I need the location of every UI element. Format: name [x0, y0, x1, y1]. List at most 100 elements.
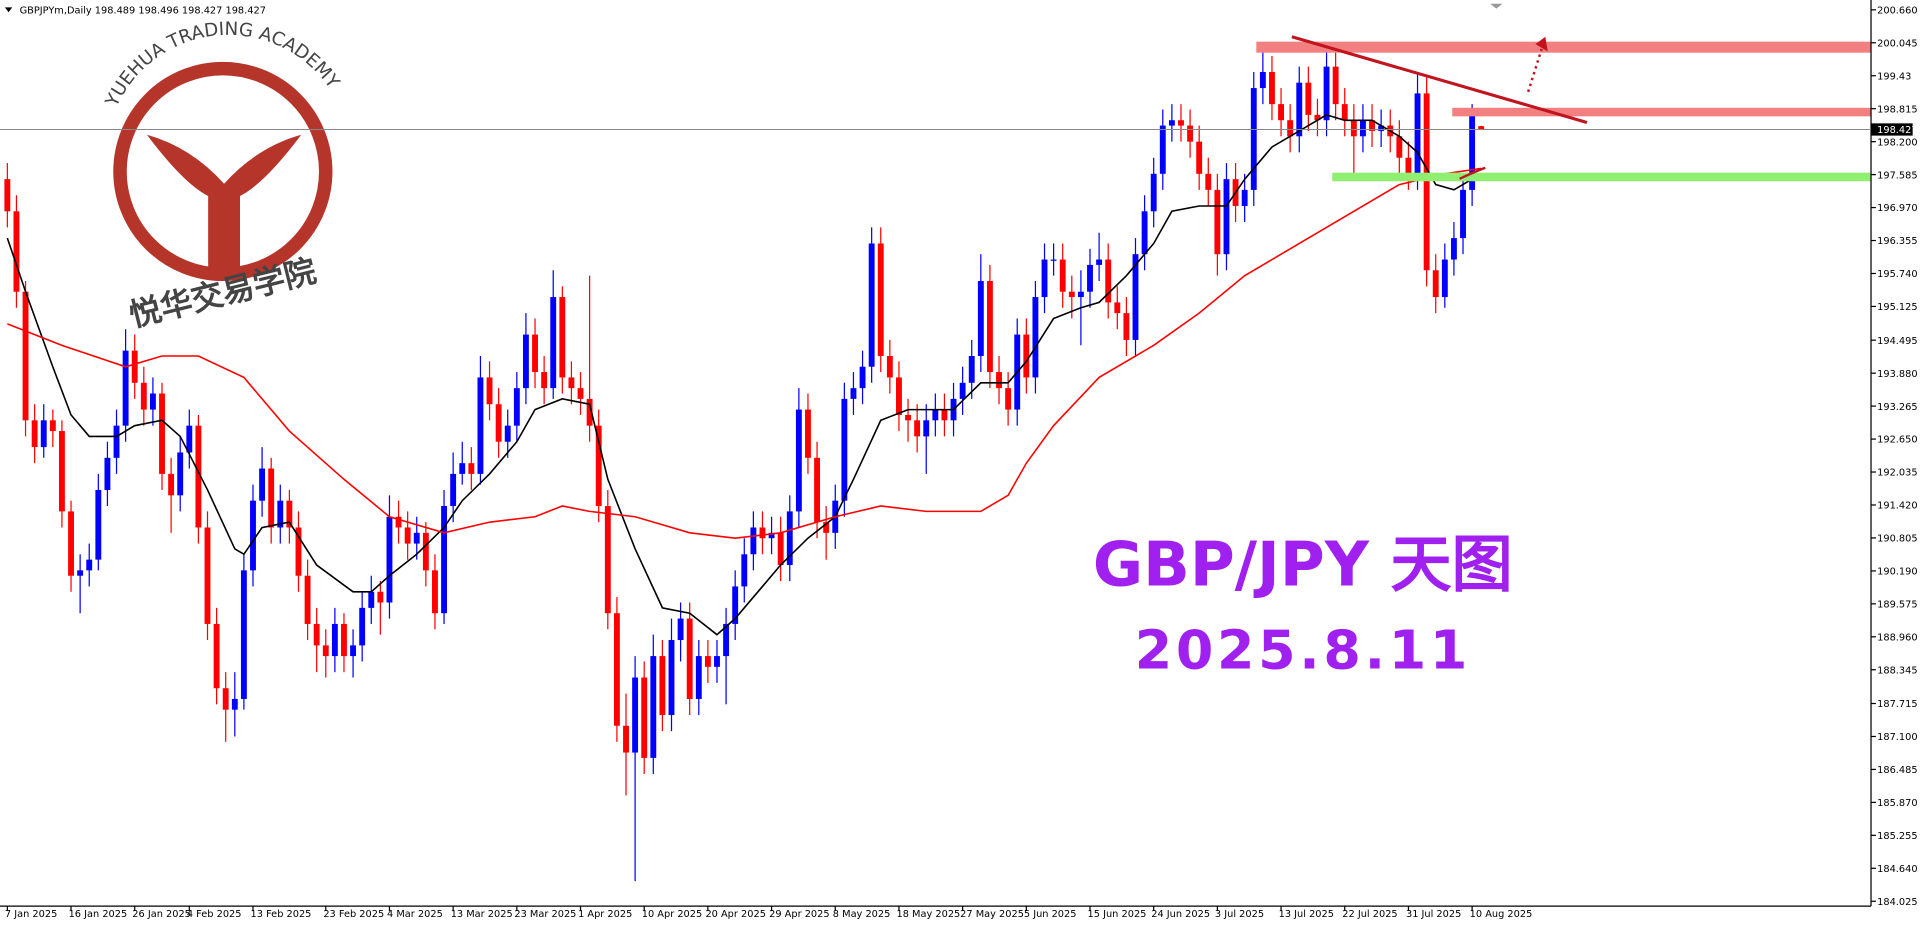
- y-tick-label: 184.640: [1877, 864, 1917, 875]
- y-tick-label: 200.045: [1877, 38, 1917, 49]
- scroll-marker: [1490, 3, 1503, 9]
- x-tick-label: 15 Jun 2025: [1088, 909, 1147, 920]
- candle-body: [814, 457, 821, 523]
- support-zone: [1332, 172, 1872, 182]
- candle-body: [222, 688, 229, 710]
- candle-body: [650, 656, 657, 758]
- candle-body: [759, 527, 766, 539]
- candle-body: [1314, 114, 1321, 121]
- candle-body: [77, 570, 84, 576]
- candle-body: [259, 468, 266, 501]
- candle-body: [604, 506, 611, 614]
- x-tick-label: 8 May 2025: [833, 909, 891, 920]
- x-tick-label: 18 May 2025: [896, 909, 960, 920]
- forecast-arrowhead: [1535, 36, 1548, 52]
- annotation-title: GBP/JPY 天图: [1093, 529, 1513, 600]
- candle-body: [823, 522, 830, 533]
- logo-mark: [146, 134, 302, 272]
- candle-body: [1214, 189, 1221, 255]
- x-tick-label: 13 Feb 2025: [251, 909, 312, 920]
- x-tick-label: 29 Apr 2025: [769, 909, 829, 920]
- candle-body: [359, 607, 366, 646]
- candle-body: [1196, 141, 1203, 174]
- candle-body: [577, 388, 584, 399]
- candle-body: [140, 382, 147, 410]
- candle-body: [1005, 388, 1012, 410]
- candle-body: [586, 398, 593, 426]
- candle-body: [613, 613, 620, 726]
- candle-body: [4, 179, 11, 212]
- candle-body: [986, 280, 993, 373]
- candle-body: [122, 350, 129, 426]
- candle-body: [304, 575, 311, 624]
- x-tick-label: 10 Apr 2025: [642, 909, 702, 920]
- candle-body: [1150, 173, 1157, 212]
- candle-body: [341, 623, 347, 657]
- candle-body: [659, 656, 666, 716]
- candle-body: [1077, 291, 1084, 298]
- candle-body: [432, 570, 438, 614]
- candle-body: [495, 404, 502, 442]
- x-tick-label: 1 Apr 2025: [578, 909, 632, 920]
- y-tick-label: 195.740: [1877, 269, 1917, 280]
- x-tick-label: 26 Jan 2025: [132, 909, 191, 920]
- x-tick-label: 23 Mar 2025: [514, 909, 576, 920]
- candle-body: [1223, 179, 1230, 255]
- candle-body: [322, 645, 329, 657]
- candle-body: [377, 591, 384, 603]
- candle-body: [86, 559, 93, 571]
- y-tick-label: 190.190: [1877, 567, 1917, 578]
- y-tick-label: 195.125: [1877, 302, 1917, 313]
- y-tick-label: 188.345: [1877, 665, 1917, 676]
- candle-body: [1296, 82, 1303, 137]
- y-tick-label: 196.355: [1877, 236, 1917, 247]
- candle-body: [1287, 120, 1294, 137]
- candle-body: [195, 425, 202, 528]
- candle-body: [40, 420, 47, 448]
- candle-body: [1269, 71, 1275, 105]
- y-tick-label: 186.485: [1877, 765, 1917, 776]
- candle-body: [1278, 104, 1285, 121]
- candle-body: [231, 698, 238, 710]
- candle-body: [477, 377, 484, 474]
- y-tick-label: 184.025: [1877, 897, 1917, 908]
- candle-body: [113, 425, 120, 458]
- candle-body: [131, 350, 138, 383]
- candle-body: [13, 211, 20, 292]
- candle-body: [959, 382, 966, 399]
- header: GBPJPYm,Daily 198.489 198.496 198.427 19…: [20, 6, 266, 17]
- candle-body: [1341, 104, 1348, 121]
- candle-body: [1450, 238, 1457, 260]
- candle-body: [1369, 120, 1375, 131]
- candle-body: [331, 623, 338, 657]
- resistance-zone: [1452, 107, 1872, 117]
- candle-body: [1259, 71, 1266, 89]
- candle-body: [805, 409, 811, 458]
- y-tick-label: 198.815: [1877, 104, 1917, 115]
- candle-body: [1441, 259, 1448, 298]
- y-tick-label: 196.970: [1877, 203, 1917, 214]
- y-tick-label: 185.870: [1877, 798, 1917, 809]
- candle-body: [695, 656, 702, 699]
- candle-body: [1478, 126, 1485, 130]
- candle-body: [313, 623, 320, 646]
- candle-body: [1423, 93, 1430, 271]
- candle-body: [786, 511, 793, 565]
- candle-body: [532, 334, 538, 373]
- y-tick-label: 188.960: [1877, 632, 1917, 643]
- candle-body: [58, 431, 65, 512]
- candle-body: [559, 297, 566, 378]
- trend-line: [1291, 35, 1588, 124]
- candle-body: [932, 409, 939, 421]
- y-tick-label: 197.585: [1877, 170, 1917, 181]
- candle-body: [395, 516, 402, 528]
- candle-body: [1205, 173, 1212, 190]
- candle-body: [777, 532, 784, 565]
- candle-body: [213, 623, 220, 689]
- candle-body: [1378, 125, 1385, 131]
- y-tick-label: 192.035: [1877, 468, 1917, 479]
- candle-body: [386, 516, 393, 603]
- candle-body: [868, 243, 875, 367]
- candle-body: [1460, 189, 1466, 239]
- candle-body: [968, 356, 975, 383]
